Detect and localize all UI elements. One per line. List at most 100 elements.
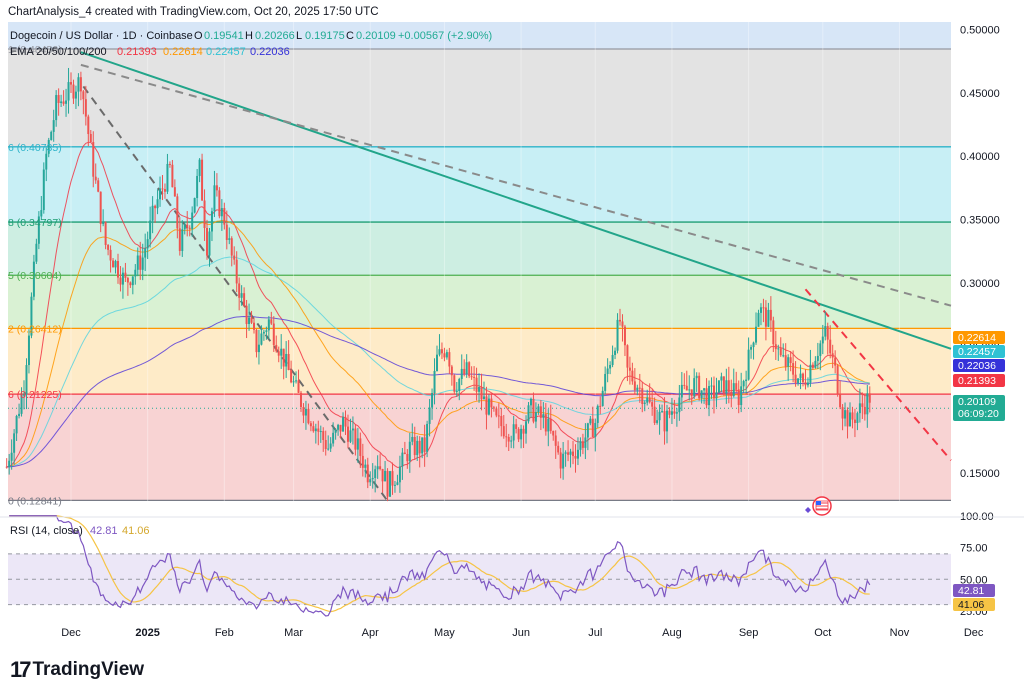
candle — [495, 406, 498, 418]
candle — [351, 416, 354, 445]
candle-body — [478, 386, 481, 392]
candle-body — [250, 317, 253, 323]
candle-body — [512, 424, 515, 441]
candle-body — [136, 255, 139, 270]
candle — [856, 411, 859, 431]
candle-body — [361, 455, 364, 468]
candle-body — [695, 375, 698, 379]
candle-body — [285, 353, 288, 367]
legend-open: 0.19541 — [204, 30, 244, 42]
candle — [717, 380, 720, 393]
candle-body — [166, 163, 169, 192]
candle — [398, 455, 401, 493]
candle — [606, 358, 609, 383]
candle-body — [92, 142, 95, 177]
candle-body — [567, 452, 570, 455]
candle — [124, 262, 127, 283]
candle-body — [752, 342, 755, 348]
candle — [112, 258, 115, 268]
candle-body — [154, 205, 157, 209]
candle-body — [245, 305, 248, 325]
candle-body — [789, 357, 792, 364]
candle — [144, 233, 147, 272]
candle-body — [134, 269, 137, 277]
rsi-tag-value: 42.81 — [958, 585, 984, 597]
candle-body — [45, 153, 48, 170]
candle — [715, 377, 718, 408]
candle-body — [626, 345, 629, 368]
candle — [60, 94, 63, 108]
candle — [678, 384, 681, 421]
candle — [520, 424, 523, 449]
candle-body — [601, 390, 604, 406]
time-axis-label: Dec — [964, 627, 984, 639]
candle — [737, 380, 740, 414]
candle-body — [107, 244, 110, 250]
candle-body — [715, 392, 718, 399]
tradingview-logo[interactable]: 17 TradingView — [10, 657, 144, 683]
candle — [450, 364, 453, 386]
candle-body — [673, 411, 676, 414]
candle — [579, 437, 582, 457]
candle-body — [826, 326, 829, 340]
candle — [453, 374, 456, 395]
candle-body — [559, 452, 562, 469]
candle — [139, 241, 142, 280]
candle — [302, 403, 305, 424]
candle — [742, 379, 745, 393]
candle-body — [614, 350, 617, 355]
fibonacci-labels: 1 (0.48450) 6 (0.40735) 8 (0.34797) 5 (0.30… — [8, 44, 62, 507]
candle-body — [275, 344, 278, 352]
candle-body — [418, 440, 421, 454]
candle — [868, 386, 871, 413]
candle — [161, 175, 164, 201]
candle — [757, 309, 760, 327]
candle — [55, 90, 58, 127]
candle-body — [359, 438, 362, 456]
time-axis-label: Nov — [890, 627, 910, 639]
candle-body — [485, 396, 488, 415]
candle — [364, 459, 367, 478]
us-flag-event-icon[interactable] — [805, 496, 832, 516]
candle-body — [777, 348, 780, 350]
candle — [769, 296, 772, 332]
candle — [309, 420, 312, 432]
fib-band — [8, 222, 951, 276]
candle — [542, 402, 545, 429]
candle-body — [510, 440, 513, 442]
candle — [8, 453, 11, 475]
candle — [485, 386, 488, 430]
candle-body — [730, 391, 733, 397]
candle — [853, 408, 856, 438]
candle — [188, 225, 191, 237]
candle-body — [62, 101, 65, 104]
candle-body — [280, 348, 283, 356]
candle-body — [161, 188, 164, 190]
candle-body — [841, 407, 844, 419]
candle — [74, 85, 77, 109]
dashed-decline-line — [82, 85, 389, 502]
candle-body — [57, 95, 60, 103]
candle-body — [322, 431, 325, 441]
candle-body — [591, 418, 594, 437]
price-tag-bg — [953, 345, 1005, 358]
candle-body — [554, 435, 557, 446]
candle — [831, 344, 834, 369]
candle — [40, 195, 43, 221]
candle-body — [517, 428, 520, 440]
candle-body — [220, 208, 223, 217]
candle-body — [804, 382, 807, 386]
fib-band — [8, 394, 951, 501]
candle — [129, 281, 132, 288]
time-axis-label: Jul — [588, 627, 602, 639]
candle — [440, 342, 443, 360]
candle-body — [490, 398, 493, 408]
candle — [255, 329, 258, 358]
candle — [799, 364, 802, 390]
candle-body — [502, 426, 505, 437]
candle-body — [40, 210, 43, 217]
price-tag-countdown: 06:09:20 — [958, 408, 999, 420]
candle-body — [742, 381, 745, 387]
candle — [735, 371, 738, 393]
